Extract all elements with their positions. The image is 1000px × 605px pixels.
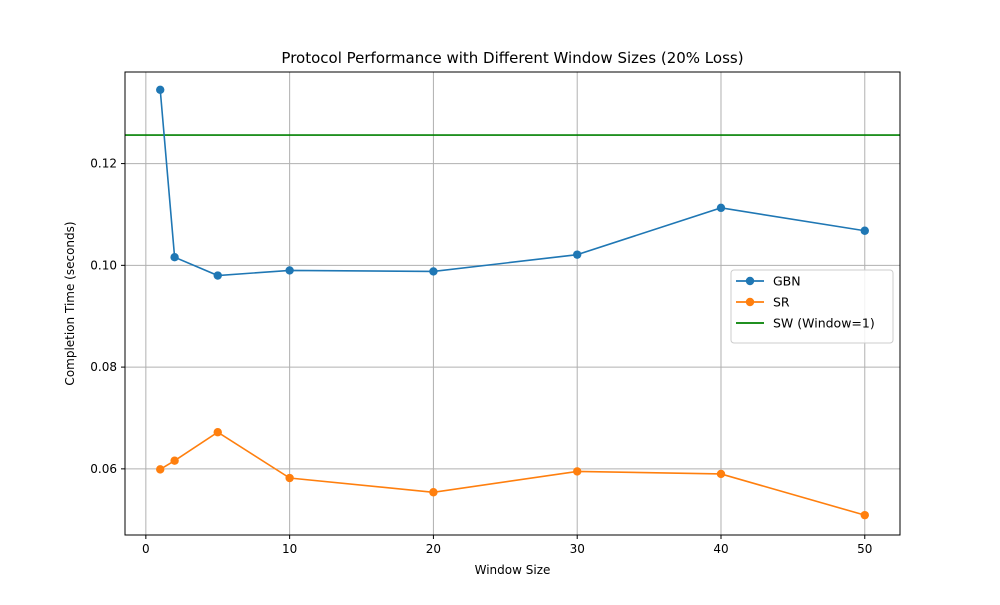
sr-data-point	[716, 469, 726, 479]
y-tick-label: 0.06	[90, 462, 117, 476]
sr-data-point	[213, 428, 222, 437]
y-axis-label: Completion Time (seconds)	[63, 221, 77, 385]
gbn-data-point	[170, 253, 179, 262]
y-tick-label: 0.12	[90, 157, 117, 171]
legend-box	[730, 269, 894, 344]
legend-label-sw-window-1: SW (Window=1)	[773, 316, 875, 331]
sr-data-point	[429, 488, 438, 497]
gbn-data-point	[716, 203, 726, 213]
y-tick-label: 0.10	[90, 258, 117, 272]
plot-data	[125, 85, 900, 520]
gbn-data-point	[573, 250, 582, 259]
sr-data-point	[170, 456, 179, 465]
gbn-data-point	[860, 226, 869, 235]
sr-data-point	[860, 510, 869, 520]
legend: GBN SR SW (Window=1)	[730, 269, 894, 344]
y-tick-label: 0.08	[90, 360, 117, 374]
gbn-data-point	[213, 271, 222, 280]
x-tick-label: 10	[282, 542, 297, 556]
x-tick-label: 30	[570, 542, 585, 556]
x-tick-label: 50	[857, 542, 872, 556]
x-tick-label: 0	[142, 542, 150, 556]
legend-label-gbn: GBN	[773, 274, 801, 289]
axis-ticks: 0 10 20 30 40 50 0.06 0.08 0.10 0.12	[90, 157, 872, 556]
legend-marker-gbn	[745, 276, 755, 286]
sr-data-point	[573, 467, 582, 476]
legend-marker-sr	[745, 297, 755, 307]
x-axis-label: Window Size	[475, 563, 551, 577]
sr-data-point	[156, 465, 165, 474]
sr-series-line	[159, 431, 865, 516]
chart-title: Protocol Performance with Different Wind…	[281, 49, 743, 67]
axes-frame	[124, 71, 901, 536]
gbn-data-point	[285, 266, 294, 275]
x-tick-label: 40	[713, 542, 728, 556]
x-tick-label: 20	[426, 542, 441, 556]
gbn-data-point	[156, 85, 165, 95]
gbn-data-point	[429, 267, 438, 276]
sr-data-point	[285, 473, 294, 483]
legend-label-sr: SR	[773, 295, 790, 310]
gbn-series-line	[159, 89, 865, 277]
